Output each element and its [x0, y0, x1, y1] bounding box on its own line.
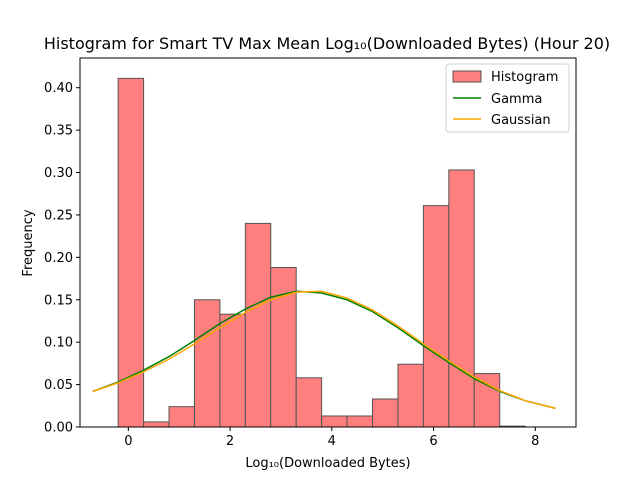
y-tick-label: 0.25 — [44, 208, 73, 223]
legend-label-gamma: Gamma — [491, 92, 542, 107]
gamma-fit-line — [92, 290, 556, 410]
y-tick-label: 0.05 — [44, 378, 73, 393]
histogram-bar — [244, 222, 272, 428]
histogram-bars — [117, 77, 526, 428]
chart-title: Histogram for Smart TV Max Mean Log₁₀(Do… — [44, 34, 610, 53]
histogram-bar — [473, 373, 501, 428]
histogram-bar — [295, 377, 323, 428]
histogram-bar — [448, 169, 475, 428]
x-tick-label: 0 — [124, 434, 132, 449]
histogram-bar — [422, 205, 450, 428]
x-tick-label: 2 — [226, 434, 234, 449]
y-axis: 0.00 0.05 0.10 0.15 0.20 0.25 0.30 0.35 0.40 — [44, 81, 80, 436]
histogram-bar — [397, 363, 424, 428]
histogram-bar — [143, 421, 170, 428]
y-tick-label: 0.00 — [44, 421, 73, 436]
y-tick-label: 0.35 — [44, 124, 73, 139]
fit-lines — [92, 290, 556, 410]
legend: Histogram Gamma Gaussian — [445, 63, 570, 133]
plot-frame — [79, 57, 577, 428]
histogram-bar — [168, 406, 195, 428]
legend-label-histogram: Histogram — [491, 70, 558, 85]
histogram-bar — [346, 415, 374, 428]
x-axis-title: Log₁₀(Downloaded Bytes) — [245, 456, 410, 471]
legend-swatch-histogram — [452, 70, 482, 83]
y-tick-label: 0.30 — [44, 166, 73, 181]
x-tick-label: 8 — [531, 434, 539, 449]
y-tick-label: 0.20 — [44, 251, 73, 266]
x-tick-label: 4 — [328, 434, 336, 449]
y-axis-title: Frequency — [21, 209, 36, 276]
y-tick-label: 0.15 — [44, 293, 73, 308]
y-tick-label: 0.40 — [44, 81, 73, 96]
histogram-bar — [372, 398, 399, 428]
histogram-bar — [193, 299, 221, 428]
histogram-bar — [321, 415, 348, 428]
y-tick-label: 0.10 — [44, 336, 73, 351]
histogram-bar — [117, 77, 145, 428]
histogram-bar — [219, 313, 246, 428]
legend-label-gaussian: Gaussian — [491, 113, 551, 128]
gaussian-fit-line — [92, 290, 556, 410]
x-axis: 0 2 4 6 8 — [124, 427, 539, 449]
x-tick-label: 6 — [429, 434, 437, 449]
